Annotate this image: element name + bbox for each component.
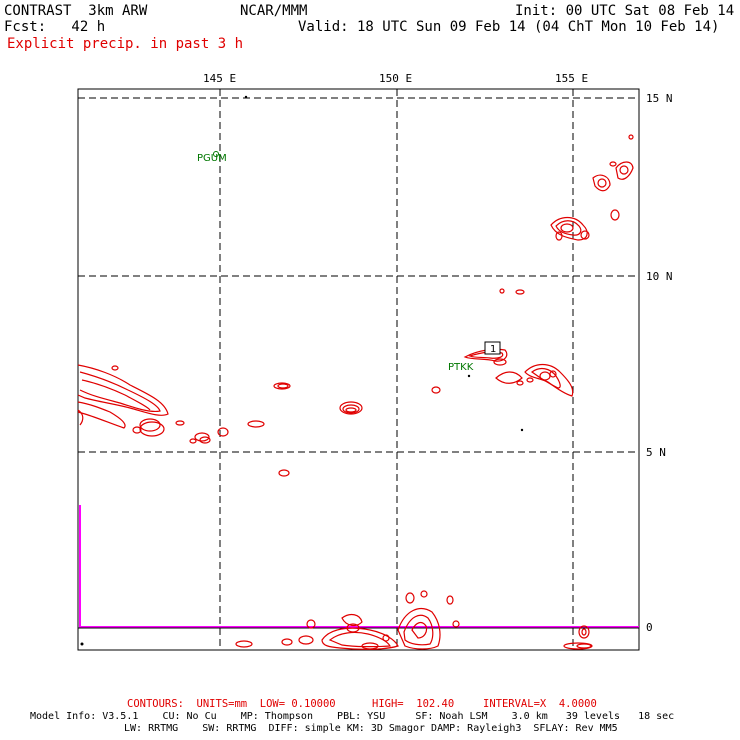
contour-cluster-northeast — [550, 134, 634, 241]
init-time: Init: 00 UTC Sat 08 Feb 14 — [515, 3, 735, 19]
dot-ptkk — [467, 374, 471, 378]
lon-label-145: 145 E — [203, 72, 237, 85]
lat-label-15n: 15 N — [646, 92, 673, 105]
model-info-line2: LW: RRTMG SW: RRTMG DIFF: simple KM: 3D … — [124, 723, 618, 734]
station-pgum-label: PGUM — [197, 153, 227, 164]
max-marker: 1 — [484, 341, 501, 355]
field-title: Explicit precip. in past 3 h — [7, 36, 244, 52]
magenta-boundary — [79, 505, 639, 628]
station-pgum-marker — [213, 151, 219, 157]
model-title: CONTRAST 3km ARW — [4, 3, 148, 19]
precip-contours — [77, 134, 634, 650]
max-marker-label: 1 — [490, 344, 496, 355]
valid-time: Valid: 18 UTC Sun 09 Feb 14 (04 ChT Mon … — [298, 19, 720, 35]
forecast-hour: Fcst: 42 h — [4, 19, 106, 35]
model-info-line1: Model Info: V3.5.1 CU: No Cu MP: Thompso… — [30, 711, 675, 722]
lat-label-5n: 5 N — [646, 446, 666, 459]
contour-cluster-east — [431, 288, 574, 397]
black-markers — [80, 95, 524, 646]
contours-interval: INTERVAL=X 4.0000 — [483, 698, 597, 710]
contours-high: HIGH= 102.40 — [372, 698, 455, 710]
contour-cluster-west — [77, 364, 229, 444]
contour-cluster-central — [247, 382, 363, 477]
organization-label: NCAR/MMM — [240, 3, 308, 19]
lat-label-10n: 10 N — [646, 270, 673, 283]
contour-cluster-south — [235, 590, 593, 650]
dot-east — [520, 428, 524, 432]
lat-label-0: 0 — [646, 621, 653, 634]
contours-info: CONTOURS: UNITS=mm LOW= 0.10000 — [127, 698, 336, 710]
lon-label-155: 155 E — [555, 72, 589, 85]
max-marker-box — [484, 341, 501, 355]
graticule — [78, 89, 639, 650]
stations: PGUM PTKK — [197, 151, 474, 373]
station-ptkk-label: PTKK — [448, 362, 474, 373]
dot-southwest — [80, 642, 84, 646]
lon-label-150: 150 E — [379, 72, 413, 85]
dot-north — [244, 95, 248, 99]
map-frame — [77, 88, 640, 651]
